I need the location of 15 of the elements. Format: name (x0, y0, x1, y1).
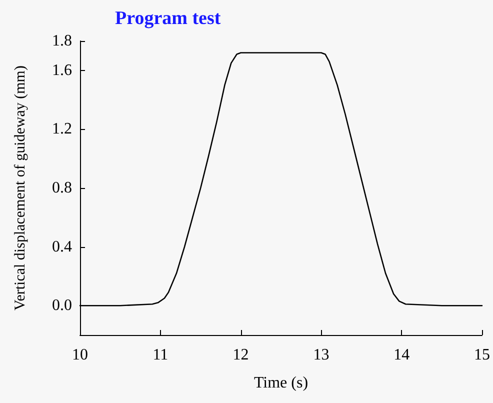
y-tick-label: 0.8 (52, 180, 72, 196)
x-tick-label: 11 (152, 346, 168, 364)
x-axis-title: Time (s) (254, 374, 308, 392)
y-tick-label: 0.0 (52, 297, 72, 314)
x-tick-label: 12 (232, 346, 249, 364)
x-tick-label: 13 (313, 346, 330, 364)
x-tick-label: 15 (474, 346, 490, 364)
y-tick-label: 1.6 (52, 62, 72, 79)
y-axis-title: Vertical displacement of guideway (mm) (12, 66, 28, 310)
y-tick-label: 1.8 (52, 32, 72, 50)
x-tick-label: 10 (72, 346, 88, 364)
chart-title: Program test (115, 8, 222, 29)
y-tick-label: 0.4 (52, 238, 72, 256)
y-tick-label: 1.2 (52, 120, 72, 138)
x-tick-label: 14 (394, 346, 410, 364)
